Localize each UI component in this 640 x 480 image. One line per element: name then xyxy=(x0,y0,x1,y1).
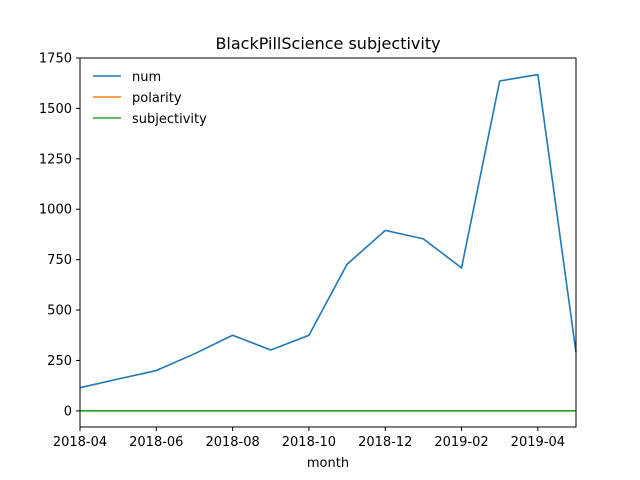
series-line-num xyxy=(79,73,577,389)
y-tick-label: 250 xyxy=(47,354,72,369)
x-tick-label: 2018-12 xyxy=(358,435,412,450)
y-tick-label: 1750 xyxy=(39,52,72,67)
y-tick-label: 750 xyxy=(47,253,72,268)
x-tick-label: 2019-04 xyxy=(511,435,565,450)
x-axis-label: month xyxy=(307,456,349,471)
y-tick-label: 0 xyxy=(64,404,72,419)
x-tick-label: 2018-10 xyxy=(282,435,336,450)
legend: num polarity subjectivity xyxy=(93,70,207,127)
legend-label-num: num xyxy=(132,70,161,85)
y-tick-label: 500 xyxy=(47,304,72,319)
y-tick-label: 1500 xyxy=(39,102,72,117)
series-layer xyxy=(79,73,577,412)
y-tick-label: 1000 xyxy=(39,203,72,218)
legend-label-subjectivity: subjectivity xyxy=(132,112,207,127)
legend-label-polarity: polarity xyxy=(132,91,182,106)
x-axis-ticks: 2018-04 2018-06 2018-08 2018-10 2018-12 2019-… xyxy=(53,427,565,450)
x-tick-label: 2018-04 xyxy=(53,435,107,450)
chart-title: BlackPillScience subjectivity xyxy=(215,34,440,53)
plot-frame xyxy=(79,57,577,428)
y-tick-label: 1250 xyxy=(39,152,72,167)
y-axis-ticks: 0 250 500 750 1000 1250 1500 1750 xyxy=(39,52,80,419)
x-tick-label: 2019-02 xyxy=(434,435,488,450)
x-tick-label: 2018-08 xyxy=(205,435,259,450)
x-tick-label: 2018-06 xyxy=(129,435,183,450)
